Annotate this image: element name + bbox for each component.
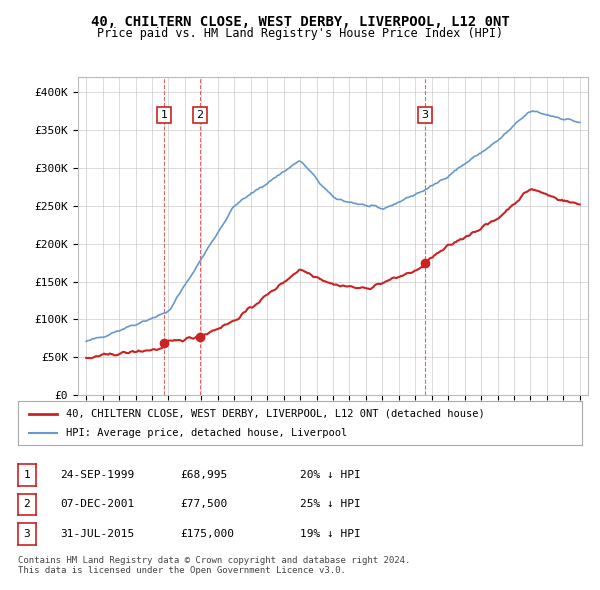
Text: 24-SEP-1999: 24-SEP-1999 — [60, 470, 134, 480]
Text: 1: 1 — [23, 470, 31, 480]
Text: Price paid vs. HM Land Registry's House Price Index (HPI): Price paid vs. HM Land Registry's House … — [97, 27, 503, 40]
Text: 1: 1 — [161, 110, 167, 120]
Text: 19% ↓ HPI: 19% ↓ HPI — [300, 529, 361, 539]
Text: £77,500: £77,500 — [180, 500, 227, 509]
Text: 25% ↓ HPI: 25% ↓ HPI — [300, 500, 361, 509]
Text: £68,995: £68,995 — [180, 470, 227, 480]
Text: 20% ↓ HPI: 20% ↓ HPI — [300, 470, 361, 480]
Text: 3: 3 — [23, 529, 31, 539]
Text: 3: 3 — [421, 110, 428, 120]
Text: 07-DEC-2001: 07-DEC-2001 — [60, 500, 134, 509]
Text: Contains HM Land Registry data © Crown copyright and database right 2024.
This d: Contains HM Land Registry data © Crown c… — [18, 556, 410, 575]
Text: 40, CHILTERN CLOSE, WEST DERBY, LIVERPOOL, L12 0NT: 40, CHILTERN CLOSE, WEST DERBY, LIVERPOO… — [91, 15, 509, 29]
Text: £175,000: £175,000 — [180, 529, 234, 539]
Text: HPI: Average price, detached house, Liverpool: HPI: Average price, detached house, Live… — [66, 428, 347, 438]
Text: 40, CHILTERN CLOSE, WEST DERBY, LIVERPOOL, L12 0NT (detached house): 40, CHILTERN CLOSE, WEST DERBY, LIVERPOO… — [66, 409, 485, 418]
Text: 2: 2 — [23, 500, 31, 509]
Text: 2: 2 — [197, 110, 203, 120]
Text: 31-JUL-2015: 31-JUL-2015 — [60, 529, 134, 539]
